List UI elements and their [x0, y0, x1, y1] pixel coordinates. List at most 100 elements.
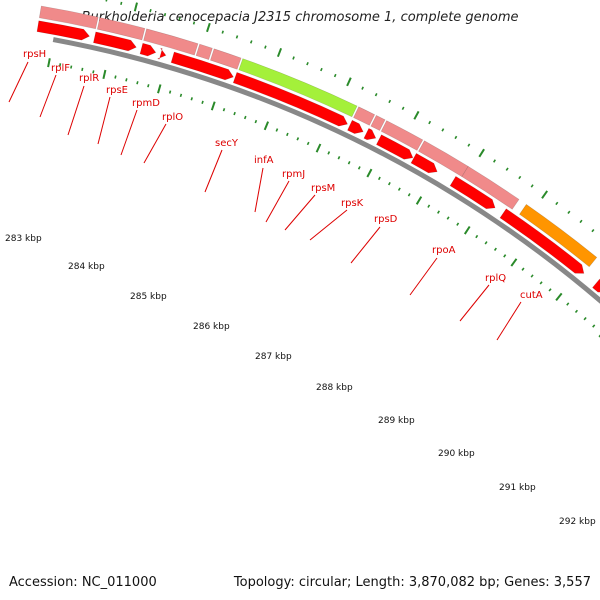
label-leader-2 — [39, 74, 57, 118]
tick-mark — [428, 120, 432, 125]
tick-mark — [357, 166, 361, 170]
tick-mark — [47, 58, 51, 68]
label-leader-13 — [409, 257, 438, 296]
label-leader-1 — [8, 61, 29, 103]
kbp-label-284: 284 kbp — [68, 262, 105, 272]
tick-mark — [467, 143, 471, 147]
gene-label-cutA: cutA — [520, 290, 543, 301]
rplF-gene-band — [96, 17, 146, 41]
rpsE-gene-band — [195, 43, 213, 60]
cds-arrow-3 — [139, 42, 157, 57]
infA-gene-band — [353, 106, 376, 126]
cds-arrow-7 — [347, 119, 364, 134]
cds-arrow-8 — [363, 127, 377, 141]
tick-mark — [493, 159, 496, 163]
kbp-labels: 283 kbp 284 kbp 285 kbp 286 kbp 287 kbp … — [5, 234, 596, 527]
cds-arrow-5 — [170, 51, 234, 81]
cds-arrow-13 — [592, 278, 600, 293]
tick-mark — [484, 241, 488, 245]
tick-mark — [201, 100, 204, 104]
kbp-label-292: 292 kbp — [559, 517, 596, 527]
tick-mark — [59, 63, 62, 67]
tick-mark — [397, 187, 401, 191]
tick-mark — [377, 176, 381, 181]
tick-mark — [518, 175, 522, 180]
feature-tracks — [36, 5, 600, 293]
kbp-label-291: 291 kbp — [499, 483, 536, 493]
tick-mark — [147, 84, 150, 88]
inner-tick-track — [47, 58, 600, 338]
genome-summary-text: Topology: circular; Length: 3,870,082 bp… — [233, 575, 591, 590]
gene-label-rpsE: rpsE — [106, 85, 128, 96]
cds-arrow-6 — [232, 72, 348, 127]
tick-mark — [92, 70, 95, 74]
tick-mark — [306, 61, 309, 66]
cds-arrow-4 — [156, 47, 167, 60]
tick-mark — [530, 274, 534, 278]
cds-arrow-10 — [410, 152, 438, 174]
cds-arrow-12 — [499, 208, 585, 274]
tick-mark — [539, 281, 543, 285]
kbp-label-287: 287 kbp — [255, 352, 292, 362]
gene-label-rpsM: rpsM — [311, 183, 335, 194]
kbp-label-288: 288 kbp — [316, 383, 353, 393]
tick-mark — [222, 108, 226, 112]
tick-mark — [567, 210, 571, 214]
tick-mark — [478, 148, 485, 158]
cds-arrow-1 — [36, 20, 90, 41]
tick-mark — [441, 128, 445, 132]
gene-label-rpoA: rpoA — [432, 245, 456, 256]
tick-mark — [407, 193, 411, 197]
tick-mark — [374, 93, 378, 97]
tick-mark — [296, 137, 300, 141]
tick-mark — [592, 324, 596, 328]
cds-arrow-2 — [93, 31, 137, 52]
tick-mark — [120, 1, 123, 5]
label-leader-8 — [254, 167, 264, 213]
tick-mark — [81, 67, 84, 72]
tick-mark — [276, 47, 283, 58]
tick-mark — [243, 115, 247, 120]
label-leader-14 — [459, 284, 490, 322]
tick-mark — [263, 121, 270, 131]
label-leader-10 — [284, 194, 316, 231]
gene-label-rpsH: rpsH — [23, 49, 46, 60]
label-leader-3 — [67, 85, 85, 136]
tick-mark — [493, 247, 497, 251]
tick-mark — [591, 229, 595, 233]
tick-mark — [210, 101, 216, 111]
tick-mark — [157, 84, 162, 94]
tick-mark — [133, 2, 138, 12]
kbp-label-289: 289 kbp — [378, 416, 415, 426]
tick-mark — [437, 210, 440, 214]
tick-mark — [548, 288, 552, 292]
gene-label-rplO: rplO — [162, 112, 183, 123]
tick-mark — [292, 56, 295, 60]
tick-mark — [275, 128, 279, 132]
label-leader-7 — [204, 149, 223, 193]
accession-text: Accession: NC_011000 — [9, 575, 157, 590]
gene-label-rpmJ: rpmJ — [282, 169, 305, 180]
label-leader-4 — [97, 96, 111, 145]
tick-mark — [413, 110, 420, 120]
gene-label-leaders — [8, 61, 522, 341]
tick-mark — [503, 254, 507, 258]
tick-mark — [320, 67, 323, 72]
tick-mark — [315, 143, 322, 153]
tick-mark — [192, 21, 196, 25]
rps-gene-band — [38, 5, 99, 30]
gene-label-rpsK: rpsK — [341, 198, 364, 209]
tick-mark — [233, 111, 236, 116]
tick-mark — [306, 141, 310, 146]
label-leader-11 — [309, 209, 348, 241]
label-leader-6 — [143, 123, 167, 164]
gene-label-rpmD: rpmD — [132, 98, 160, 109]
tick-mark — [163, 12, 167, 17]
gene-label-rpsD: rpsD — [374, 214, 398, 225]
rpoA-gene-band — [519, 203, 598, 268]
tick-mark — [463, 225, 471, 235]
tick-mark — [456, 222, 460, 226]
tick-mark — [333, 73, 337, 78]
tick-mark — [235, 35, 239, 39]
tick-mark — [346, 77, 352, 87]
